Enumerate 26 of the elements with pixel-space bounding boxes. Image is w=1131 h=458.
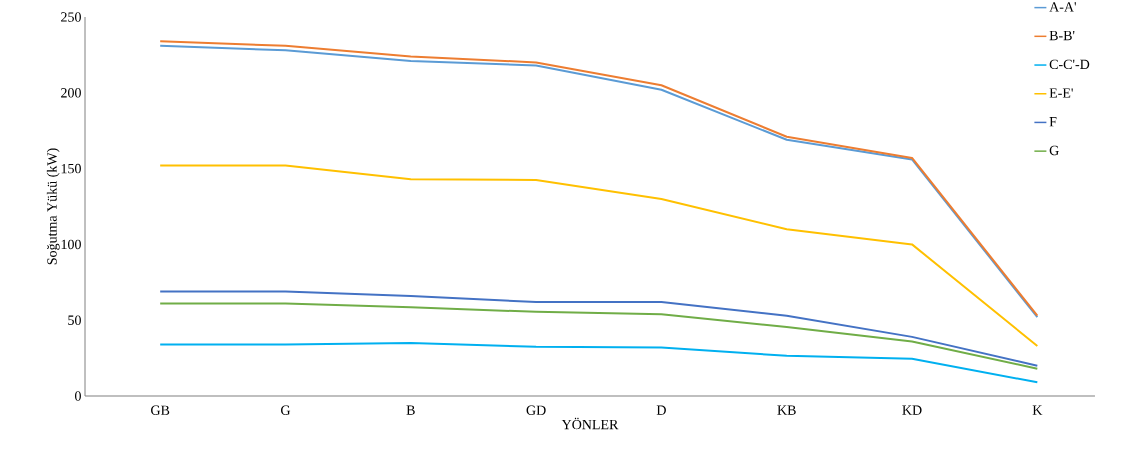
line-series [159,290,1039,367]
line-series [159,164,1039,347]
legend-label: A-A' [1049,2,1076,12]
legend-label: E-E' [1049,88,1073,98]
y-tick-label: 250 [61,12,81,22]
y-tick-label: 150 [61,163,81,174]
y-tick-label: 50 [68,315,81,325]
legend-label: B-B' [1049,30,1075,41]
x-tick-label: B [406,405,415,415]
x-tick-label: D [656,405,666,415]
y-axis-title: Soğutma Yükü (kW) [46,148,60,265]
x-tick-label: GD [526,405,546,415]
y-tick-label: 200 [61,88,81,98]
legend-label: C-C'-D [1049,59,1090,70]
x-axis-title: YÖNLER [561,417,619,430]
legend-label: G [1049,145,1059,156]
x-tick-label: G [281,405,291,415]
line-series [159,341,1039,384]
x-tick-label: K [1032,405,1043,415]
y-tick-label: 100 [61,239,81,250]
line-series [159,302,1039,370]
legend-label: F [1049,117,1057,127]
x-tick-label: KD [902,405,922,415]
x-tick-label: KB [777,405,796,415]
y-tick-label: 0 [75,391,81,401]
x-tick-label: GB [151,405,170,415]
